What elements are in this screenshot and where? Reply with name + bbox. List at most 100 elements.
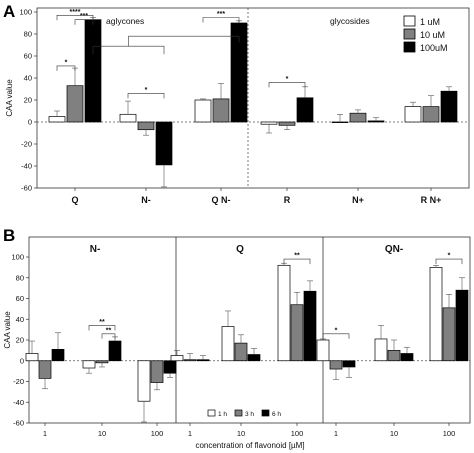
b-category-q-100: 100 [291,429,304,438]
a-category-n: N- [141,195,151,205]
b-significance-bracket [283,258,311,265]
a-bar-n-10-um [137,121,155,131]
b-bar-n-10-3-h [95,360,109,364]
a-significance-label: * [65,59,68,66]
b-category-n-10: 10 [98,429,106,438]
legend-swatch-1uM [403,15,416,27]
section-label-glycosides: glycosides [330,16,370,26]
panel-label-a: A [3,2,15,21]
a-ytick-label: 60 [24,52,32,61]
panel-a-y-label: CAA value [5,79,14,117]
subpanel-title-q: Q [236,244,244,255]
b-category-qn-100: 100 [443,429,456,438]
b-category-q-10: 10 [237,429,245,438]
a-ytick-label: 20 [24,96,32,105]
a-bar-q-n-10-um [212,98,230,123]
a-significance-label: * [286,76,289,83]
a-significance-label: **** [70,9,81,16]
b-significance-bracket [101,333,116,339]
b-bar-n-1-1-h [25,353,39,362]
b-bar-q-1-3-h [183,359,197,362]
b-bar-q-1-6-h [196,359,210,362]
panel-b-significance: ******** [88,253,463,339]
a-ytick-label: 40 [24,74,32,83]
b-bar-q-10-1-h [221,326,235,362]
b-bar-qn-100-1-h [429,267,443,362]
b-significance-label: ** [294,253,300,260]
b-ytick-label: 100 [11,253,24,262]
b-bar-n-100-3-h [150,360,164,383]
a-category-q: Q [71,195,78,205]
b-ytick-label: 0 [20,356,24,365]
panel-b-categories: 1 10 100 1 10 100 1 10 100 [43,423,455,438]
b-ytick-label: 40 [16,315,24,324]
b-ytick-label: -60 [13,419,24,428]
b-ytick-label: 20 [16,336,24,345]
b-bar-q-100-6-h [303,290,317,362]
a-bar-n-100um [367,120,385,123]
b-bar-qn-10-6-h [400,353,414,362]
b-bar-qn-1-3-h [329,360,343,370]
b-bar-n-100-6-h [163,360,177,374]
a-significance-label: *** [80,13,88,20]
panel-a-chart: CAA value aglycones glycosides 100 80 60 40… [5,7,470,205]
b-bar-q-10-6-h [247,354,261,362]
legend-swatch-10uM [403,28,416,40]
a-significance-label: *** [217,11,225,18]
a-bar-q-10-um [66,85,84,123]
b-bar-q-100-1-h [277,264,291,362]
b-category-q-1: 1 [188,429,192,438]
legend-label-10uM: 10 uM [420,30,445,40]
a-significance-bracket [202,17,240,23]
b-category-qn-1: 1 [334,429,338,438]
a-ytick-label: 80 [24,30,32,39]
panel-b-frame [28,236,471,424]
b-bar-q-10-3-h [234,342,248,362]
b-ytick-label: -40 [13,398,24,407]
panel-a-significance: ************* [56,9,306,99]
legend-swatch-6h [261,409,270,417]
b-significance-label: ** [99,319,105,326]
legend-label-1h: 1 h [218,411,227,418]
a-significance-bracket [56,65,76,71]
b-bar-qn-100-3-h [442,307,456,362]
a-bar-r-100um [296,97,314,123]
a-significance-bracket [127,93,165,99]
panel-b-y-axis: 100 80 60 40 20 0 -20 -40 -60 [11,253,29,428]
a-category-n: N+ [352,195,364,205]
section-label-aglycones: aglycones [106,16,144,26]
legend-swatch-1h [207,409,216,417]
panel-a-frame [36,7,470,189]
a-combined-bracket-left [92,45,165,55]
b-category-n-1: 1 [43,429,47,438]
panel-a-y-axis: 100 80 60 40 20 0 -20 -40 -60 [19,8,37,193]
a-bar-n-1-um [331,121,349,123]
panel-a-categories: Q N- Q N- R N+ R N+ [71,188,441,205]
a-bar-n-1-um [119,113,137,123]
b-ytick-label: 60 [16,294,24,303]
a-bar-r-n-1-um [404,106,422,123]
a-ytick-label: -20 [21,140,32,149]
b-bar-n-100-1-h [137,360,151,402]
b-category-n-100: 100 [151,429,164,438]
b-significance-label: * [335,327,338,334]
a-ytick-label: 0 [28,118,32,127]
a-ytick-label: 100 [19,8,32,17]
a-significance-label: * [145,87,148,94]
b-bar-qn-1-1-h [316,339,330,362]
b-bar-q-100-3-h [290,304,304,362]
a-significance-bracket [268,82,306,88]
panel-b-bars [25,262,469,423]
b-significance-bracket [88,325,116,331]
b-bar-n-10-1-h [82,360,96,369]
panel-a-legend: 1 uM 10 uM 100uM [403,15,448,53]
b-bar-n-1-6-h [51,348,65,362]
b-bar-qn-10-3-h [387,350,401,362]
a-bar-r-10-um [278,121,296,126]
a-bar-r-n-100um [440,90,458,123]
legend-label-1uM: 1 uM [420,17,440,27]
panel-b-chart: CAA value concentration of flavonoid [µM… [3,236,471,450]
panel-a-bars [48,17,458,188]
legend-swatch-100uM [403,41,416,53]
